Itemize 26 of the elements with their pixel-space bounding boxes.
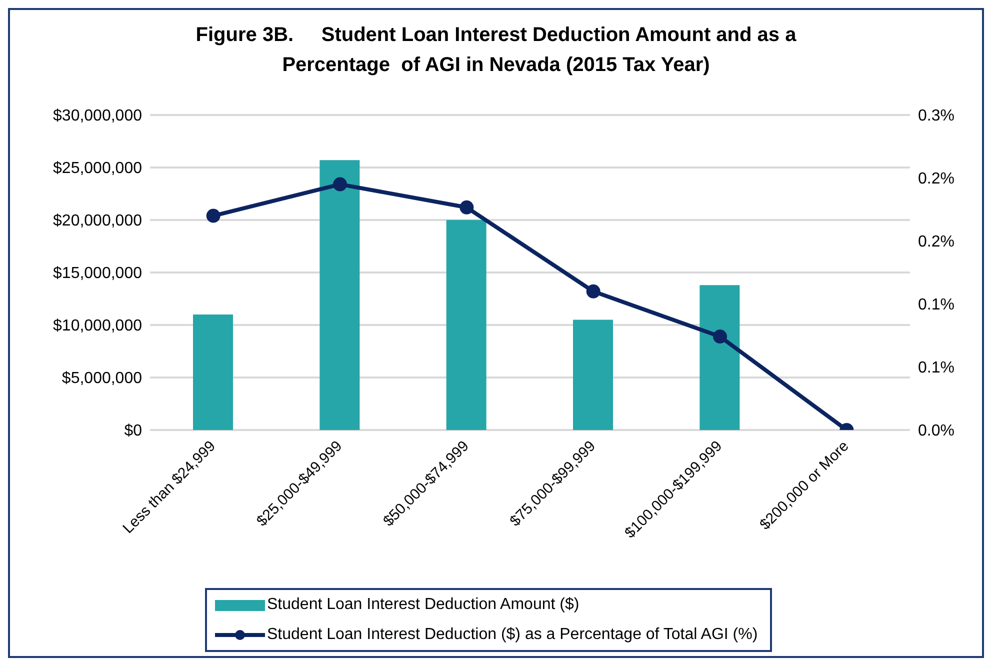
y-tick-label: $0 [124,422,142,440]
point [333,177,347,192]
point [713,330,727,344]
y-tick-label: $15,000,000 [53,265,142,282]
bar [700,285,740,430]
y-tick-label: $10,000,000 [53,318,142,335]
y-tick-label: $30,000,000 [53,108,142,125]
chart-title: Figure 3B. Student Loan Interest Deduction Amount and as a Percentage of AGI in Nevada (2015 Tax Year) [194,23,798,78]
bar [446,220,486,430]
point [460,200,474,214]
point [586,284,600,298]
y2-tick-label: 0.2% [918,170,954,188]
y2-tick-label: 0.1% [918,360,954,377]
y2-tick-label: 0.0% [918,422,954,440]
bar [320,160,360,430]
legend-label: Student Loan Interest Deduction ($) as a Percentage of Total AGI (%) [267,626,758,644]
point [206,208,220,223]
bar [193,314,233,430]
legend-label: Student Loan Interest Deduction Amount ($) [267,596,580,614]
bar [573,320,613,430]
y-tick-label: $25,000,000 [53,160,142,178]
y-tick-label: $20,000,000 [53,212,142,230]
y2-tick-label: 0.2% [918,234,954,251]
y-tick-label: $5,000,000 [62,370,142,388]
y2-tick-label: 0.1% [918,296,954,314]
y2-tick-label: 0.3% [918,108,954,125]
